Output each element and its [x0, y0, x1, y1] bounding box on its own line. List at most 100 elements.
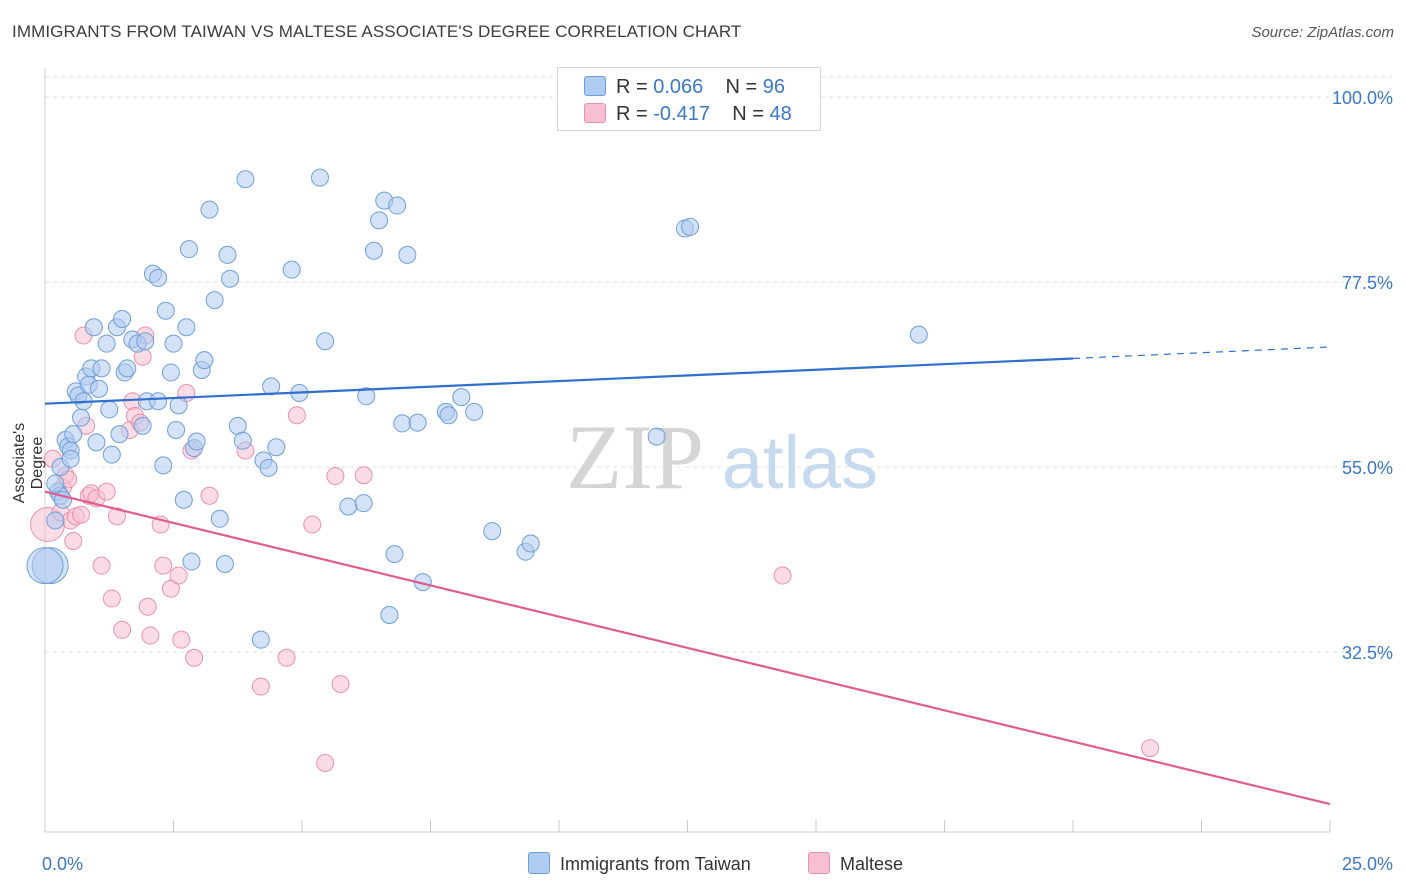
taiwan-point [110, 425, 129, 444]
legend-n-value: 96 [762, 76, 786, 98]
taiwan-point [92, 359, 111, 378]
maltese-point [107, 507, 126, 526]
legend-n-label: N = [725, 76, 758, 98]
taiwan-point [187, 432, 206, 451]
taiwan-point [236, 170, 255, 189]
maltese-point [354, 466, 373, 485]
bottom-legend-label-maltese: Maltese [840, 854, 904, 874]
maltese-point [71, 505, 90, 524]
taiwan-point [221, 269, 240, 288]
maltese-point [172, 630, 191, 649]
taiwan-point [465, 402, 484, 421]
maltese-point [316, 754, 335, 772]
legend-row-taiwan: R = 0.066 N = 96 [584, 76, 785, 100]
legend-swatch-maltese [584, 103, 606, 123]
legend-n-label: N = [732, 103, 764, 125]
taiwan-point [521, 534, 540, 553]
bottom-legend-swatch-taiwan [528, 852, 550, 874]
taiwan-point [113, 310, 132, 328]
maltese-point [113, 620, 132, 639]
taiwan-point [164, 334, 183, 353]
taiwan-point [200, 200, 219, 219]
taiwan-point [339, 497, 358, 516]
grid-lines [45, 76, 1392, 653]
taiwan-point [182, 552, 201, 571]
taiwan-point [354, 494, 373, 513]
taiwan-point [136, 332, 155, 351]
maltese-point [97, 482, 116, 501]
bottom-legend-maltese: Maltese [808, 852, 903, 875]
maltese-point [154, 556, 173, 575]
taiwan-point [89, 379, 108, 398]
taiwan-point [195, 351, 214, 370]
taiwan-point [364, 241, 383, 260]
taiwan-point [483, 522, 502, 541]
maltese-point [161, 579, 180, 598]
legend-n-value: 48 [769, 103, 792, 125]
taiwan-point [233, 431, 252, 450]
y-tick-label: 77.5% [1342, 273, 1393, 293]
taiwan-point [909, 325, 928, 344]
taiwan-point [149, 392, 168, 411]
taiwan-point [215, 555, 234, 574]
taiwan-point [84, 318, 103, 337]
taiwan-point [388, 196, 407, 215]
watermark: ZIP atlas [566, 406, 878, 508]
taiwan-point [174, 490, 193, 509]
axes [44, 68, 1331, 833]
taiwan-point [452, 388, 471, 407]
maltese-point [92, 556, 111, 575]
taiwan-point [357, 387, 376, 406]
taiwan-point [398, 245, 417, 264]
taiwan-point [380, 606, 399, 624]
y-tick-label: 55.0% [1342, 458, 1393, 478]
taiwan-point [97, 334, 116, 353]
taiwan-point [251, 630, 270, 649]
taiwan-point [267, 438, 286, 457]
taiwan-point [102, 445, 121, 464]
taiwan-point [100, 400, 119, 419]
taiwan-point [370, 211, 389, 230]
taiwan-points [26, 168, 928, 649]
taiwan-trend-extension [1072, 346, 1331, 360]
bottom-legend-label-taiwan: Immigrants from Taiwan [560, 854, 751, 874]
taiwan-point [210, 509, 229, 528]
bottom-legend-swatch-maltese [808, 852, 830, 874]
taiwan-point [161, 363, 180, 382]
watermark-atlas: atlas [722, 421, 878, 504]
taiwan-point [259, 458, 278, 477]
bottom-legend-taiwan: Immigrants from Taiwan [528, 852, 751, 875]
taiwan-point [316, 332, 335, 351]
taiwan-point [408, 413, 427, 432]
legend-r-value: 0.066 [653, 76, 704, 98]
taiwan-point [71, 408, 90, 427]
chart-source: Source: ZipAtlas.com [1251, 24, 1394, 41]
taiwan-point [179, 240, 198, 259]
watermark-zip: ZIP [566, 406, 704, 508]
maltese-point [326, 467, 345, 486]
taiwan-point [282, 260, 301, 279]
maltese-point [1141, 739, 1160, 758]
taiwan-point [439, 406, 458, 425]
taiwan-point [177, 318, 196, 337]
taiwan-point [87, 433, 106, 452]
maltese-point [773, 566, 792, 585]
maltese-point [141, 626, 160, 645]
legend-r-value: -0.417 [653, 103, 710, 125]
legend-r-label: R = [616, 76, 648, 98]
taiwan-point [167, 421, 186, 439]
taiwan-point [154, 456, 173, 475]
y-tick-label: 32.5% [1342, 643, 1393, 663]
taiwan-trend-line [44, 357, 1074, 405]
legend-r-label: R = [616, 103, 648, 125]
taiwan-point [46, 474, 65, 493]
taiwan-point [393, 414, 412, 433]
correlation-legend: R = 0.066 N = 96 R = -0.417 N = 48 [557, 67, 821, 131]
taiwan-point [149, 268, 168, 287]
taiwan-point [681, 217, 700, 236]
maltese-point [138, 597, 157, 616]
y-axis-label: Associate's Degree [11, 422, 46, 504]
taiwan-point [156, 301, 175, 320]
trend-lines [44, 346, 1331, 806]
